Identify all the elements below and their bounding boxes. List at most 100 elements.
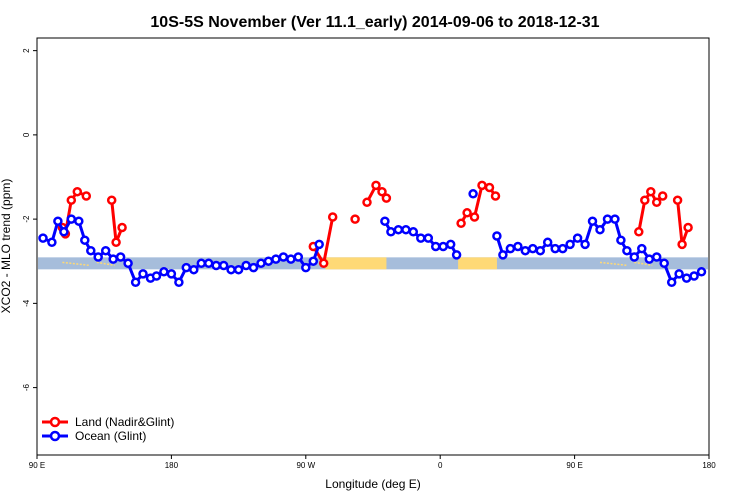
data-point [672,195,683,205]
data-point [278,252,289,262]
data-point [380,216,390,226]
data-point [86,245,96,256]
data-point [629,252,640,262]
data-point [362,197,372,208]
y-tick-label: 0 [22,132,31,137]
data-point [203,258,214,269]
data-point [381,193,392,203]
data-point [66,195,77,205]
data-point [159,267,169,277]
band-island-segment [634,261,653,267]
data-point [226,264,236,275]
data-point [492,231,502,241]
data-point [557,243,568,254]
data-point [498,250,508,260]
data-point [657,191,668,201]
data-point [74,216,84,226]
y-tick-label: -6 [22,384,31,392]
band-island-segment [62,261,90,267]
data-point [565,239,575,250]
data-point [468,189,478,199]
data-point [602,214,613,224]
data-point [151,271,162,281]
data-point [637,243,647,254]
data-point [117,222,127,233]
data-point [181,262,192,273]
data-point [550,243,560,254]
data-point [616,235,626,245]
data-point [81,191,92,201]
data-point [401,224,411,235]
legend-land-label: Land (Nadir&Glint) [75,415,174,429]
x-axis: 90 E 180 90 W 0 90 E 180 [29,455,716,470]
data-point [80,235,90,245]
x-tick-label: 0 [438,461,443,470]
y-axis-label: XCO2 - MLO trend (ppm) [0,179,13,314]
data-point [393,224,404,235]
data-point [386,227,396,237]
data-point [111,237,121,248]
data-point [189,264,199,275]
x-tick-label: 90 W [296,461,315,470]
data-point [72,186,83,197]
y-tick-label: 2 [22,48,31,53]
band-land-segment [325,257,387,270]
data-point [513,241,523,252]
data-point [53,216,63,226]
data-point [93,252,103,262]
data-point [301,262,311,273]
data-point [456,218,466,229]
data-point [416,233,426,243]
data-point [308,256,319,266]
data-point [535,245,546,256]
series-layer [38,180,707,288]
legend-ocean-marker [49,430,61,442]
data-point [462,208,472,218]
data-point [196,258,207,269]
data-point [314,239,324,250]
data-point [477,180,487,191]
y-tick-label: -4 [22,299,31,307]
data-point [138,269,148,279]
data-point [115,252,126,262]
data-point [123,258,133,269]
series-ocean [38,189,707,288]
data-point [651,252,662,262]
legend-land-marker [49,416,61,428]
data-point [130,277,141,288]
band-island-segment [599,261,627,267]
data-point [377,186,387,197]
data-point [241,260,251,271]
series-line [676,200,690,246]
data-point [218,260,229,271]
x-tick-label: 90 E [29,461,45,470]
data-point [248,262,259,273]
x-tick-label: 180 [702,461,716,470]
data-point [293,252,304,262]
data-point [622,245,632,256]
data-point [59,227,69,237]
chart-title: 10S-5S November (Ver 11.1_early) 2014-09… [150,14,599,31]
data-point [423,233,434,243]
data-point [644,254,655,264]
data-point [528,243,538,254]
data-point [371,180,381,191]
band-island-segment [96,261,115,267]
data-point [469,212,480,222]
data-point [318,258,329,269]
data-point [66,214,77,224]
data-point [211,260,221,271]
data-point [484,182,495,193]
data-point [520,245,531,256]
data-point [350,214,360,224]
data-point [651,197,662,208]
y-axis: 2 0 -2 -4 -6 [22,48,37,391]
data-point [445,239,456,250]
data-point [106,195,117,205]
data-point [580,239,590,250]
data-point [490,191,501,201]
data-point [263,256,274,266]
legend-ocean-label: Ocean (Glint) [75,429,146,443]
plot-frame [36,37,710,456]
